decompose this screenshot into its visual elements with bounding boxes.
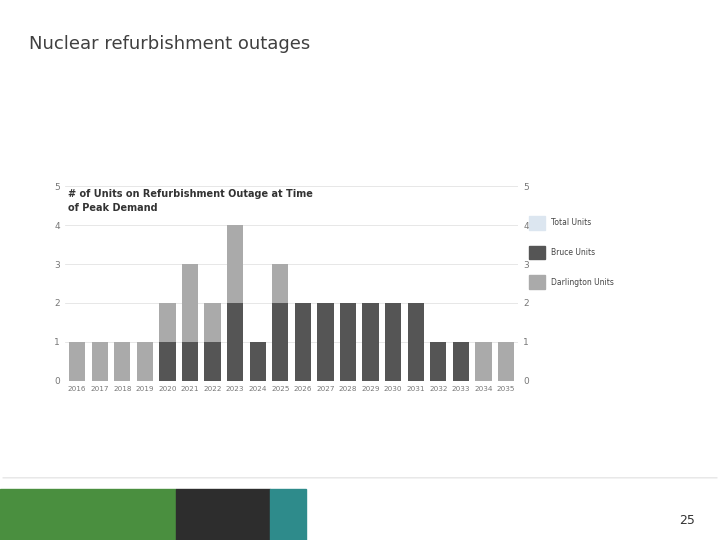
Bar bbox=[362, 303, 379, 381]
Bar bbox=[250, 342, 266, 381]
Bar bbox=[475, 342, 492, 381]
Bar bbox=[250, 342, 266, 381]
Text: Darlington Units: Darlington Units bbox=[551, 278, 613, 287]
Bar bbox=[318, 303, 333, 381]
Bar bbox=[204, 342, 221, 381]
Bar bbox=[114, 342, 130, 381]
Bar bbox=[272, 264, 289, 303]
Bar bbox=[91, 342, 108, 381]
Bar bbox=[227, 303, 243, 381]
Bar bbox=[430, 342, 446, 381]
Bar bbox=[362, 303, 379, 381]
Bar bbox=[114, 342, 130, 381]
Bar bbox=[385, 303, 401, 381]
Bar bbox=[272, 303, 289, 381]
Bar bbox=[408, 303, 424, 381]
Bar bbox=[159, 303, 176, 381]
Bar bbox=[498, 342, 514, 381]
Bar bbox=[498, 342, 514, 381]
Bar bbox=[227, 225, 243, 303]
Bar bbox=[182, 264, 198, 342]
Text: Bruce Units: Bruce Units bbox=[551, 248, 595, 257]
Bar bbox=[408, 303, 424, 381]
Bar bbox=[318, 303, 333, 381]
Bar bbox=[453, 342, 469, 381]
Bar bbox=[430, 342, 446, 381]
Bar bbox=[137, 342, 153, 381]
Bar bbox=[69, 342, 86, 381]
Bar bbox=[204, 303, 221, 381]
Bar bbox=[159, 342, 176, 381]
Bar bbox=[182, 264, 198, 381]
Bar bbox=[227, 225, 243, 381]
Bar bbox=[182, 342, 198, 381]
Bar bbox=[204, 303, 221, 342]
Bar bbox=[69, 342, 86, 381]
Text: 25: 25 bbox=[679, 514, 695, 526]
Bar bbox=[475, 342, 492, 381]
Bar bbox=[340, 303, 356, 381]
Bar bbox=[159, 303, 176, 342]
Text: Total Units: Total Units bbox=[551, 218, 591, 227]
Bar bbox=[272, 264, 289, 381]
Bar bbox=[294, 303, 311, 381]
Text: Nuclear refurbishment outages: Nuclear refurbishment outages bbox=[29, 35, 310, 53]
Bar bbox=[340, 303, 356, 381]
Bar bbox=[91, 342, 108, 381]
Bar bbox=[294, 303, 311, 381]
Bar bbox=[453, 342, 469, 381]
Text: # of Units on Refurbishment Outage at Time
of Peak Demand: # of Units on Refurbishment Outage at Ti… bbox=[68, 190, 313, 213]
Bar bbox=[137, 342, 153, 381]
Bar bbox=[385, 303, 401, 381]
